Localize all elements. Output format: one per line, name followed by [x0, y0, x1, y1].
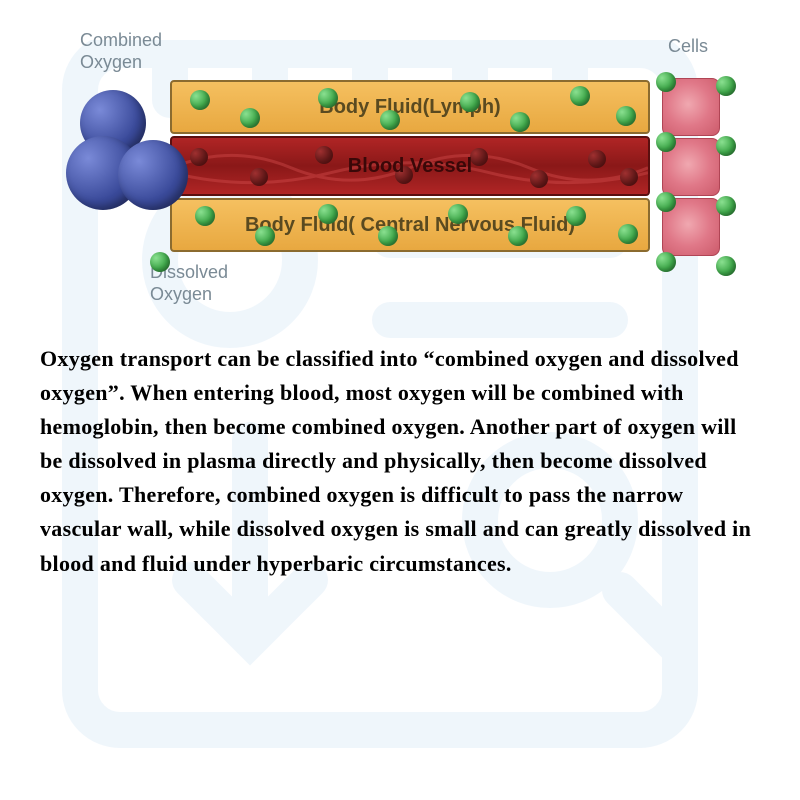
dissolved-oxygen-dot [255, 226, 275, 246]
dissolved-oxygen-dot [380, 110, 400, 130]
dissolved-oxygen-dot [150, 252, 170, 272]
label-combined-oxygen: Combined Oxygen [80, 30, 162, 73]
channel-blood-vessel: Blood Vessel [170, 136, 650, 196]
vessel-oxygen-dot [190, 148, 208, 166]
channel-vessel-label: Blood Vessel [348, 155, 473, 178]
vessel-oxygen-dot [470, 148, 488, 166]
dissolved-oxygen-dot [240, 108, 260, 128]
dissolved-oxygen-dot [566, 206, 586, 226]
vessel-oxygen-dot [530, 170, 548, 188]
dissolved-oxygen-dot [508, 226, 528, 246]
label-cells: Cells [668, 36, 708, 58]
dissolved-oxygen-dot [656, 192, 676, 212]
dissolved-oxygen-dot [656, 72, 676, 92]
oxygen-transport-diagram: Combined Oxygen Cells Dissolved Oxygen B… [60, 40, 740, 320]
dissolved-oxygen-dot [716, 196, 736, 216]
dissolved-oxygen-dot [616, 106, 636, 126]
dissolved-oxygen-dot [716, 76, 736, 96]
dissolved-oxygen-dot [716, 256, 736, 276]
dissolved-oxygen-dot [510, 112, 530, 132]
dissolved-oxygen-dot [618, 224, 638, 244]
dissolved-oxygen-dot [318, 88, 338, 108]
vessel-oxygen-dot [588, 150, 606, 168]
dissolved-oxygen-dot [656, 132, 676, 152]
combined-oxygen-sphere [118, 140, 188, 210]
dissolved-oxygen-dot [318, 204, 338, 224]
dissolved-oxygen-dot [195, 206, 215, 226]
dissolved-oxygen-dot [378, 226, 398, 246]
vessel-oxygen-dot [315, 146, 333, 164]
dissolved-oxygen-dot [656, 252, 676, 272]
vessel-oxygen-dot [250, 168, 268, 186]
dissolved-oxygen-dot [716, 136, 736, 156]
vessel-oxygen-dot [620, 168, 638, 186]
body-paragraph: Oxygen transport can be classified into … [40, 342, 760, 581]
dissolved-oxygen-dot [190, 90, 210, 110]
dissolved-oxygen-dot [570, 86, 590, 106]
dissolved-oxygen-dot [460, 92, 480, 112]
dissolved-oxygen-dot [448, 204, 468, 224]
